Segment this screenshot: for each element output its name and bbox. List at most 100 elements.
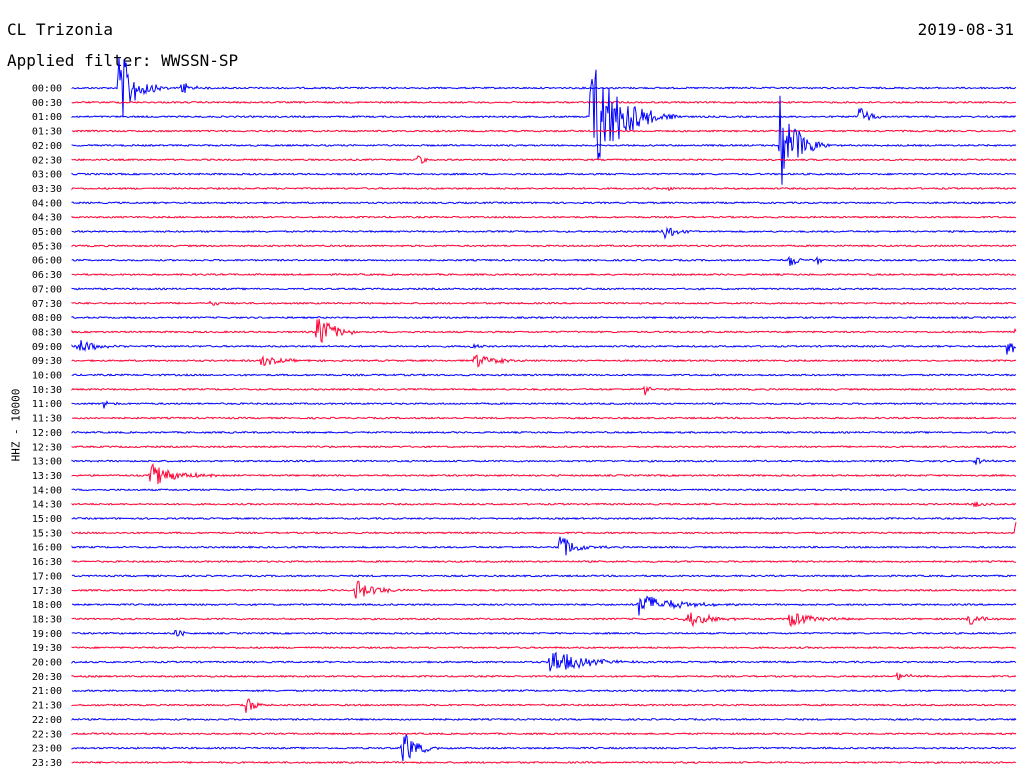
- row-time-label: 11:30: [32, 414, 62, 425]
- seismic-trace-row: [71, 430, 1016, 435]
- seismic-trace-row: [71, 155, 1017, 165]
- seismic-trace-row: [71, 340, 1016, 355]
- seismic-trace-row: [71, 651, 1017, 672]
- seismic-trace-row: [71, 580, 1017, 599]
- seismic-trace-row: [71, 300, 1017, 307]
- row-time-label: 17:00: [32, 571, 62, 582]
- seismic-trace-row: [71, 318, 1017, 344]
- seismic-trace-row: [71, 717, 1017, 722]
- row-time-label: 12:30: [32, 442, 62, 453]
- row-time-label: 02:00: [32, 141, 62, 152]
- row-time-label: 19:30: [32, 643, 62, 654]
- seismic-trace-row: [71, 95, 1017, 185]
- date-label: 2019-08-31: [917, 20, 1014, 39]
- row-time-label: 03:30: [32, 184, 62, 195]
- seismic-trace-row: [71, 698, 1017, 713]
- seismic-trace-row: [71, 612, 1017, 628]
- seismic-trace-row: [71, 760, 1017, 765]
- row-time-label: 01:30: [32, 127, 62, 138]
- row-time-label: 05:30: [32, 241, 62, 252]
- seismic-trace-row: [71, 272, 1017, 277]
- row-time-label: 06:00: [32, 256, 62, 267]
- seismic-trace-row: [71, 574, 1017, 578]
- seismic-trace-row: [71, 172, 1017, 176]
- seismic-trace-row: [71, 689, 1017, 693]
- row-time-label: 14:00: [32, 485, 62, 496]
- seismic-trace-row: [71, 733, 1017, 762]
- row-time-label: 07:00: [32, 284, 62, 295]
- row-time-label: 06:30: [32, 270, 62, 281]
- row-time-label: 05:00: [32, 227, 62, 238]
- seismic-trace-row: [71, 488, 1017, 492]
- seismic-trace-row: [71, 445, 1017, 449]
- row-time-label: 04:30: [32, 213, 62, 224]
- seismic-trace-row: [71, 315, 1017, 320]
- row-time-label: 23:00: [32, 744, 62, 755]
- row-time-label: 19:00: [32, 629, 62, 640]
- row-time-label: 09:30: [32, 356, 62, 367]
- row-time-label: 18:30: [32, 614, 62, 625]
- seismic-trace-row: [71, 629, 1017, 637]
- seismic-trace-row: [71, 244, 1017, 248]
- seismic-trace-row: [71, 536, 1016, 556]
- seismic-trace-row: [71, 516, 1017, 521]
- row-time-label: 16:00: [32, 543, 62, 554]
- seismic-trace-row: [71, 501, 1017, 508]
- row-time-label: 08:00: [32, 313, 62, 324]
- row-time-label: 07:30: [32, 299, 62, 310]
- row-time-label: 00:30: [32, 98, 62, 109]
- row-time-label: 00:00: [32, 84, 62, 95]
- row-time-label: 09:00: [32, 342, 62, 353]
- row-time-label: 08:30: [32, 327, 62, 338]
- row-time-label: 13:00: [32, 457, 62, 468]
- seismic-trace-row: [71, 671, 1017, 681]
- row-time-label: 22:30: [32, 729, 62, 740]
- seismic-trace-row: [71, 100, 1017, 105]
- row-time-label: 16:30: [32, 557, 62, 568]
- row-time-label: 12:00: [32, 428, 62, 439]
- row-time-label: 18:00: [32, 600, 62, 611]
- filter-label: Applied filter: WWSSN-SP: [7, 51, 239, 70]
- seismic-trace-row: [71, 595, 1017, 616]
- seismic-trace-row: [71, 129, 1017, 133]
- row-time-label: 10:00: [32, 371, 62, 382]
- seismic-trace-row: [71, 226, 1017, 240]
- seismic-trace-row: [71, 373, 1017, 377]
- seismic-trace-row: [71, 732, 1017, 736]
- row-time-label: 20:00: [32, 658, 62, 669]
- row-time-label: 15:00: [32, 514, 62, 525]
- row-time-label: 04:00: [32, 198, 62, 209]
- seismic-trace-row: [71, 69, 1017, 160]
- row-time-label: 23:30: [32, 758, 62, 769]
- seismic-trace-row: [71, 385, 1017, 396]
- seismic-trace-row: [71, 522, 1017, 535]
- row-time-label: 17:30: [32, 586, 62, 597]
- row-time-label: 15:30: [32, 528, 62, 539]
- station-title: CL Trizonia: [7, 20, 113, 39]
- row-time-label: 02:30: [32, 155, 62, 166]
- seismic-trace-row: [71, 457, 1016, 465]
- row-time-label: 20:30: [32, 672, 62, 683]
- seismic-trace-row: [71, 559, 1017, 564]
- seismic-trace-row: [71, 201, 1017, 205]
- seismic-trace-row: [71, 215, 1017, 219]
- row-time-label: 03:00: [32, 170, 62, 181]
- seismic-trace-row: [71, 354, 1017, 368]
- row-time-label: 21:30: [32, 701, 62, 712]
- row-time-label: 21:00: [32, 686, 62, 697]
- seismic-trace-row: [71, 462, 1017, 485]
- row-time-label: 13:30: [32, 471, 62, 482]
- row-time-label: 14:30: [32, 500, 62, 511]
- seismic-trace-row: [71, 186, 1017, 192]
- row-time-label: 22:00: [32, 715, 62, 726]
- seismic-trace-row: [71, 57, 1017, 117]
- row-time-label: 01:00: [32, 112, 62, 123]
- seismic-trace-row: [71, 255, 1017, 267]
- seismic-trace-row: [71, 287, 1017, 291]
- seismic-trace-row: [71, 645, 1017, 650]
- row-time-label: 10:30: [32, 385, 62, 396]
- seismic-trace-row: [71, 400, 1017, 409]
- seismic-trace-row: [72, 416, 1017, 420]
- row-time-label: 11:00: [32, 399, 62, 410]
